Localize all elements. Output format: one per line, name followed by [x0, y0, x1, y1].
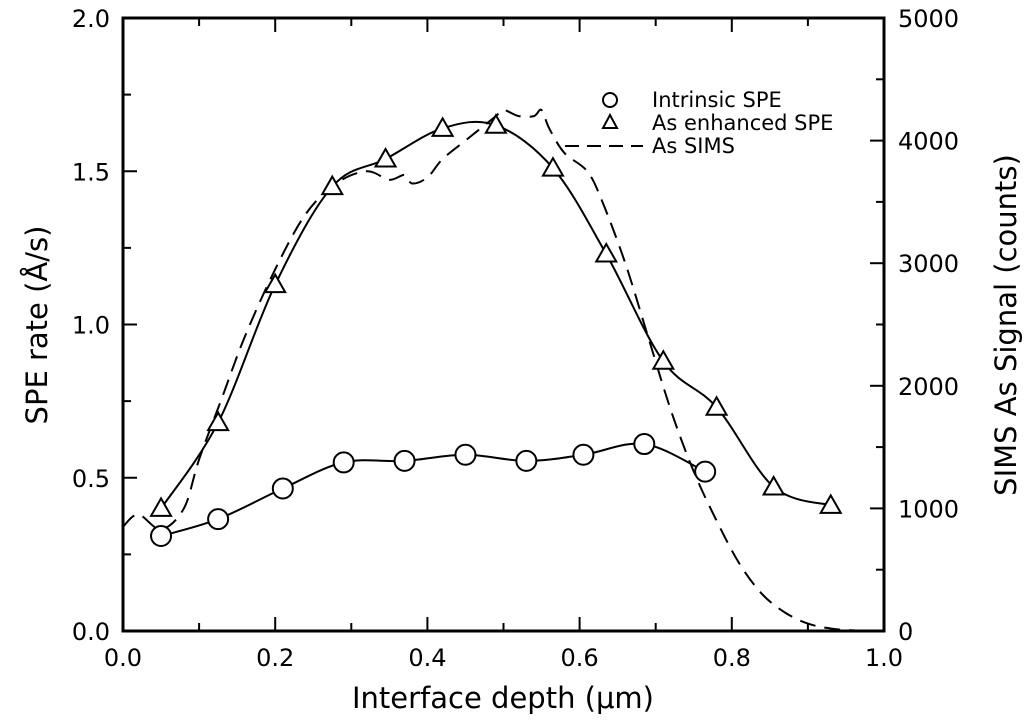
triangle-marker	[704, 395, 729, 416]
circle-marker	[515, 449, 538, 472]
x-tick-label: 0.0	[104, 644, 142, 672]
x-tick-label: 0.2	[256, 644, 294, 672]
legend-label-as-enhanced: As enhanced SPE	[652, 111, 833, 135]
circle-marker	[271, 477, 294, 500]
legend-label-intrinsic: Intrinsic SPE	[652, 88, 782, 112]
triangle-marker	[149, 496, 173, 517]
y-tick-label: 0.0	[72, 618, 110, 646]
circle-marker	[150, 524, 173, 547]
triangle-marker	[761, 474, 786, 496]
circle-marker	[454, 443, 477, 466]
triangle-marker	[206, 410, 230, 432]
y-axis-title: SPE rate (Å/s)	[20, 226, 54, 425]
y-tick-label: 0.5	[72, 465, 110, 493]
series-line-2	[122, 108, 885, 633]
ticks: 0.0 0.2 0.4 0.6 0.8 1.0 0.0 0.5 1.0 1.5 2.0 0 1000 20…	[72, 5, 959, 672]
triangle-marker	[320, 174, 344, 196]
triangle-marker	[373, 146, 398, 168]
y-tick-label: 2.0	[72, 5, 110, 33]
x-tick-label: 0.8	[713, 644, 751, 672]
x-tick-label: 0.6	[561, 644, 599, 672]
legend-label-as-sims: As SIMS	[652, 134, 735, 158]
y2-tick-label: 5000	[898, 5, 959, 33]
circle-marker	[332, 451, 355, 474]
legend-circle-marker	[602, 92, 618, 108]
y2-tick-label: 3000	[898, 250, 959, 278]
x-tick-label: 0.4	[408, 644, 446, 672]
y-tick-label: 1.5	[72, 158, 110, 186]
y2-tick-label: 2000	[898, 373, 959, 401]
circle-marker	[572, 443, 595, 466]
circle-marker	[207, 508, 230, 531]
y2-tick-label: 0	[898, 618, 913, 646]
circle-marker	[694, 460, 717, 483]
triangle-marker	[594, 241, 618, 263]
triangle-marker	[484, 113, 508, 134]
x-tick-label: 1.0	[865, 644, 903, 672]
circle-marker	[393, 449, 416, 472]
markers	[149, 113, 843, 547]
triangle-marker	[263, 272, 287, 294]
y-tick-label: 1.0	[72, 312, 110, 340]
y2-tick-label: 4000	[898, 128, 959, 156]
series-line-0	[160, 442, 706, 537]
y2-tick-label: 1000	[898, 495, 959, 523]
circle-marker	[633, 433, 656, 456]
legend: Intrinsic SPE As enhanced SPE As SIMS	[565, 88, 833, 158]
triangle-marker	[651, 349, 676, 370]
triangle-marker	[819, 493, 843, 514]
series-line-1	[160, 120, 832, 509]
y2-axis-title: SIMS As Signal (counts)	[989, 154, 1023, 496]
triangle-marker	[430, 116, 455, 137]
triangle-marker	[541, 156, 565, 177]
legend-triangle-marker	[601, 112, 619, 129]
x-axis-title: Interface depth (μm)	[352, 681, 654, 715]
curves	[122, 108, 885, 633]
